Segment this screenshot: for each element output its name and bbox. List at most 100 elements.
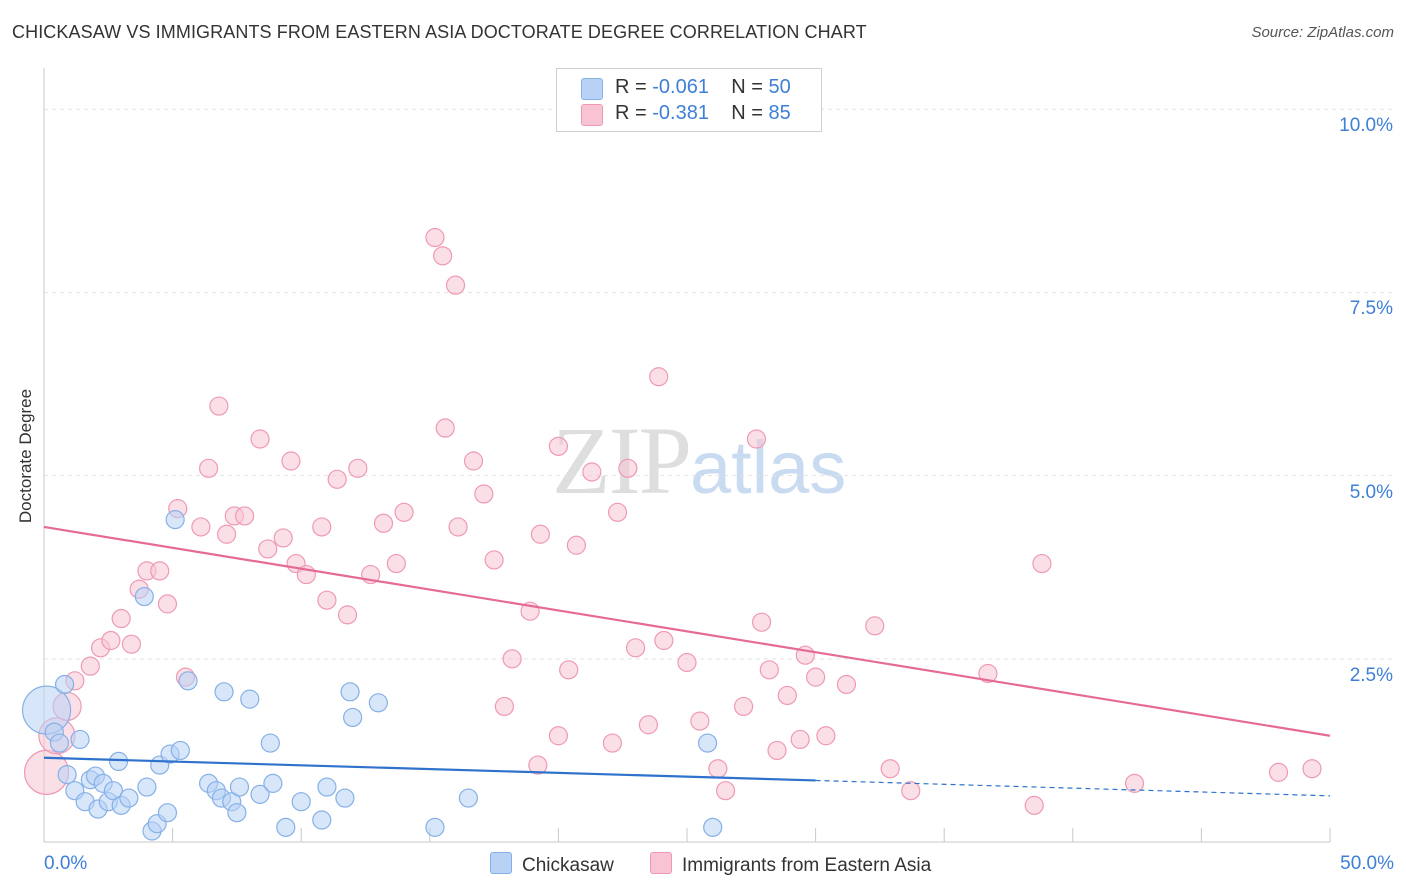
data-point-eastern-asia [1124, 773, 1145, 793]
data-point-eastern-asia [484, 550, 504, 570]
data-point-eastern-asia [530, 524, 550, 544]
data-point-eastern-asia [386, 553, 406, 574]
data-point-eastern-asia [502, 649, 522, 669]
data-point-eastern-asia [191, 517, 211, 537]
data-point-chickasaw [165, 510, 185, 530]
data-point-eastern-asia [816, 726, 836, 746]
watermark: ZIPatlas [552, 405, 846, 516]
data-point-chickasaw [229, 777, 250, 797]
legend-swatch-blue [581, 78, 603, 100]
data-point-eastern-asia [317, 590, 337, 610]
legend-n-label: N = [731, 76, 769, 98]
data-point-eastern-asia [101, 630, 121, 651]
data-point-chickasaw [250, 784, 270, 804]
data-point-eastern-asia [715, 781, 736, 801]
bottom-legend-chickasaw: Chickasaw [490, 852, 614, 877]
trend-line-chickasaw-extension [815, 779, 1331, 797]
data-point-eastern-asia [394, 502, 414, 522]
data-point-chickasaw [119, 788, 139, 808]
data-point-eastern-asia [199, 458, 219, 478]
data-point-eastern-asia [654, 630, 674, 651]
data-point-eastern-asia [150, 561, 170, 581]
data-point-eastern-asia [235, 506, 255, 526]
legend-r-label: R = [615, 76, 653, 98]
data-point-eastern-asia [121, 634, 142, 654]
data-point-eastern-asia [1302, 759, 1322, 779]
legend-r-value: -0.381 [652, 102, 709, 124]
data-point-eastern-asia [433, 246, 453, 266]
series-immigrants-eastern-asia [23, 227, 1322, 815]
data-point-eastern-asia [548, 726, 569, 746]
data-point-chickasaw [240, 689, 260, 709]
data-point-chickasaw [260, 733, 280, 753]
data-point-eastern-asia [111, 608, 131, 629]
data-point-chickasaw [214, 682, 234, 702]
data-point-eastern-asia [463, 451, 484, 471]
data-point-eastern-asia [638, 715, 659, 735]
legend-n-value: 85 [768, 102, 791, 124]
watermark-zip: ZIP [552, 407, 692, 514]
data-point-chickasaw [108, 751, 129, 772]
data-point-eastern-asia [690, 711, 710, 731]
legend-n-value: 50 [768, 76, 791, 98]
legend-r-label: R = [615, 102, 653, 124]
legend-swatch-pink [581, 104, 603, 126]
data-point-chickasaw [340, 682, 360, 702]
data-point-eastern-asia [1024, 795, 1044, 815]
data-point-eastern-asia [836, 674, 857, 695]
data-point-chickasaw [291, 792, 311, 812]
data-point-eastern-asia [435, 418, 455, 438]
data-point-eastern-asia [373, 513, 394, 533]
data-point-chickasaw [70, 729, 90, 750]
watermark-atlas: atlas [690, 426, 847, 509]
y-axis-label: Doctorate Degree [16, 388, 35, 524]
data-point-chickasaw [312, 810, 332, 830]
data-point-eastern-asia [348, 458, 368, 478]
bottom-legend-eastern-asia: Immigrants from Eastern Asia [650, 852, 931, 877]
data-point-eastern-asia [880, 759, 900, 779]
data-point-eastern-asia [649, 367, 669, 387]
data-point-chickasaw [263, 773, 283, 793]
data-point-chickasaw [317, 777, 337, 797]
x-tick-label: 50.0% [1340, 853, 1394, 874]
data-point-eastern-asia [602, 733, 623, 753]
data-point-chickasaw [54, 674, 75, 695]
gridlines [44, 108, 1394, 660]
data-point-eastern-asia [528, 755, 548, 775]
data-point-eastern-asia [250, 429, 270, 449]
data-point-eastern-asia [559, 660, 579, 680]
trend-lines [43, 525, 1331, 797]
y-tick-label: 2.5% [1349, 664, 1393, 686]
data-point-chickasaw [157, 803, 178, 823]
data-point-eastern-asia [80, 656, 100, 676]
trend-line-chickasaw [43, 756, 816, 782]
data-point-eastern-asia [327, 469, 347, 489]
data-point-eastern-asia [805, 667, 826, 687]
data-point-eastern-asia [312, 517, 332, 537]
data-point-eastern-asia [281, 451, 301, 471]
data-point-chickasaw [343, 707, 363, 728]
data-point-eastern-asia [746, 429, 767, 449]
data-point-eastern-asia [607, 502, 628, 522]
data-point-eastern-asia [566, 535, 587, 555]
data-point-eastern-asia [582, 462, 602, 482]
data-point-eastern-asia [777, 685, 797, 706]
data-point-eastern-asia [273, 528, 293, 548]
data-point-eastern-asia [790, 729, 810, 750]
data-point-chickasaw [703, 817, 723, 837]
y-tick-label: 10.0% [1339, 115, 1393, 137]
data-point-eastern-asia [209, 396, 229, 416]
data-point-eastern-asia [677, 652, 697, 673]
data-point-chickasaw [425, 817, 445, 837]
data-point-chickasaw [57, 764, 77, 785]
source-label: Source: ZipAtlas.com [1251, 24, 1394, 41]
data-point-eastern-asia [767, 740, 787, 761]
stats-legend: R = -0.061 N = 50 R = -0.381 N = 85 [556, 68, 822, 132]
data-point-eastern-asia [337, 605, 358, 625]
legend-n-label: N = [731, 102, 769, 124]
legend-label-chickasaw: Chickasaw [522, 855, 614, 876]
y-tick-label: 5.0% [1349, 481, 1393, 503]
data-point-chickasaw [335, 788, 355, 808]
data-point-chickasaw [458, 788, 478, 808]
